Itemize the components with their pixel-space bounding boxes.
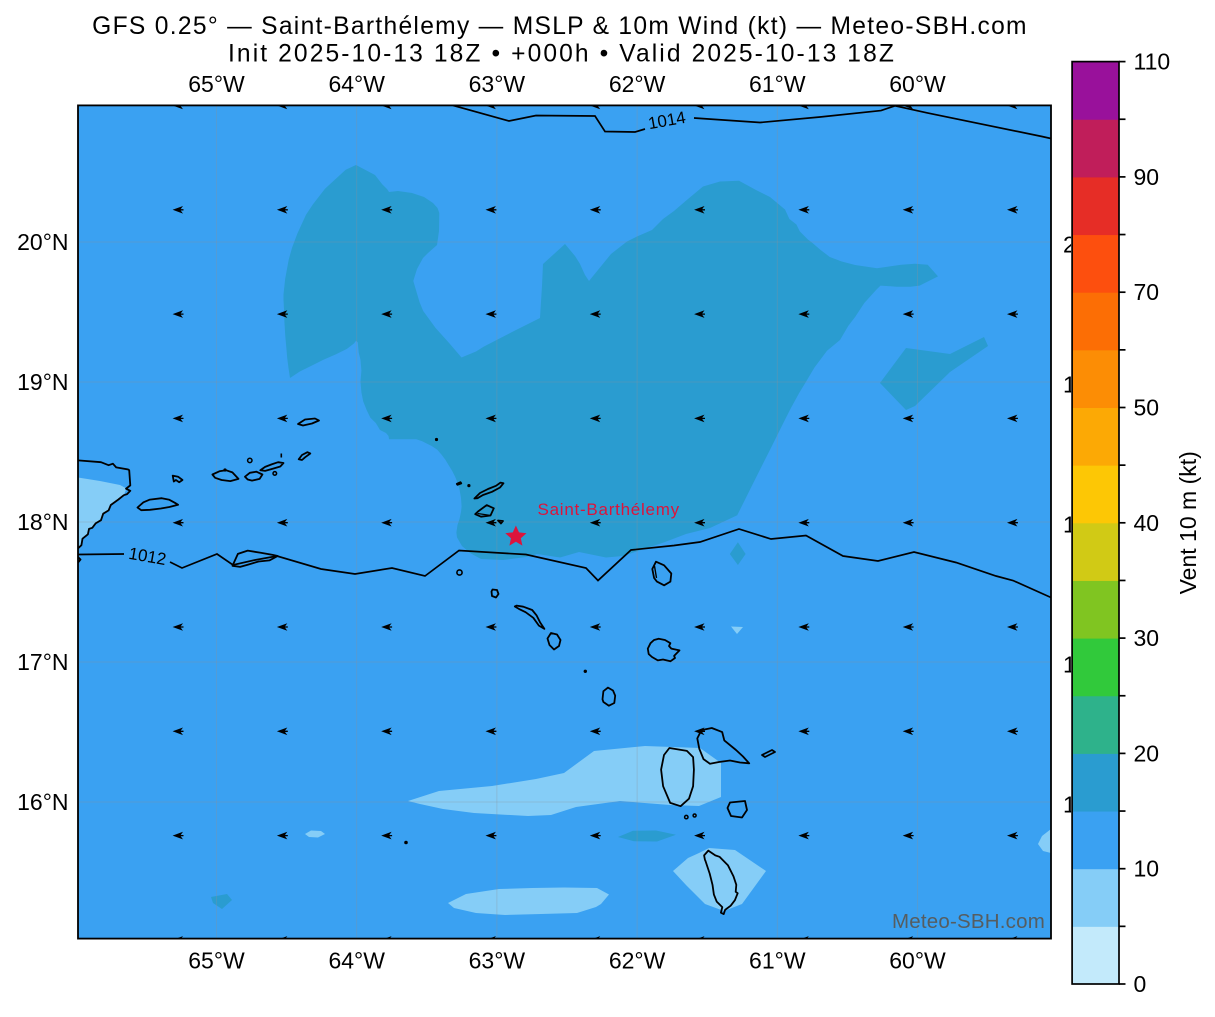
svg-text:62°W: 62°W bbox=[609, 948, 666, 974]
svg-text:30: 30 bbox=[1134, 625, 1160, 651]
svg-text:17°N: 17°N bbox=[17, 649, 68, 675]
svg-text:62°W: 62°W bbox=[609, 71, 666, 97]
svg-text:50: 50 bbox=[1134, 395, 1160, 421]
svg-text:63°W: 63°W bbox=[469, 71, 526, 97]
svg-text:90: 90 bbox=[1134, 164, 1160, 190]
svg-text:65°W: 65°W bbox=[188, 71, 245, 97]
svg-text:Meteo-SBH.com: Meteo-SBH.com bbox=[892, 910, 1045, 933]
svg-text:20°N: 20°N bbox=[1063, 232, 1114, 258]
svg-text:40: 40 bbox=[1134, 510, 1160, 536]
svg-text:65°W: 65°W bbox=[188, 948, 245, 974]
svg-text:Vent 10 m (kt): Vent 10 m (kt) bbox=[1175, 451, 1201, 594]
svg-text:60°W: 60°W bbox=[889, 71, 946, 97]
svg-text:Saint-Barthélemy: Saint-Barthélemy bbox=[538, 500, 680, 519]
svg-text:60°W: 60°W bbox=[889, 948, 946, 974]
svg-text:110: 110 bbox=[1134, 49, 1171, 75]
svg-text:64°W: 64°W bbox=[328, 948, 385, 974]
svg-text:17°N: 17°N bbox=[1063, 652, 1114, 678]
svg-text:61°W: 61°W bbox=[749, 948, 806, 974]
svg-text:19°N: 19°N bbox=[17, 369, 68, 395]
svg-text:63°W: 63°W bbox=[469, 948, 526, 974]
svg-text:16°N: 16°N bbox=[17, 789, 68, 815]
svg-text:16°N: 16°N bbox=[1063, 792, 1114, 818]
svg-text:64°W: 64°W bbox=[328, 71, 385, 97]
svg-text:10: 10 bbox=[1134, 856, 1160, 882]
svg-text:70: 70 bbox=[1134, 279, 1160, 305]
svg-text:20: 20 bbox=[1134, 740, 1160, 766]
svg-text:GFS 0.25° — Saint-Barthélemy —: GFS 0.25° — Saint-Barthélemy — MSLP & 10… bbox=[92, 13, 1028, 40]
svg-text:18°N: 18°N bbox=[1063, 512, 1114, 538]
svg-text:0: 0 bbox=[1134, 971, 1147, 997]
svg-text:Init 2025-10-13 18Z • +000h •: Init 2025-10-13 18Z • +000h • Valid 2025… bbox=[228, 41, 896, 68]
svg-text:19°N: 19°N bbox=[1063, 372, 1114, 398]
svg-text:61°W: 61°W bbox=[749, 71, 806, 97]
svg-text:18°N: 18°N bbox=[17, 509, 68, 535]
svg-text:20°N: 20°N bbox=[17, 229, 68, 255]
